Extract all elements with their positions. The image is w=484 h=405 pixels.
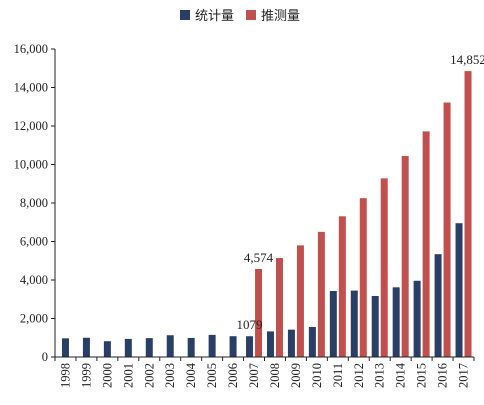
x-tick-label: 2015 xyxy=(415,363,429,388)
legend-swatch-estimate xyxy=(246,10,256,20)
bar-statistics-2017 xyxy=(455,223,463,357)
bar-statistics-2014 xyxy=(392,287,400,357)
x-axis: 1998 1999 2000 2001 2002 2003 2004 2005 2006 2007… xyxy=(54,356,475,388)
bar-estimate-2015 xyxy=(422,131,430,357)
legend-label-statistics: 统计量 xyxy=(195,9,234,24)
bar-statistics-2009 xyxy=(287,329,295,357)
x-tick-label: 2009 xyxy=(289,363,303,388)
legend-label-estimate: 推测量 xyxy=(261,9,300,24)
bar-statistics-1999 xyxy=(82,337,90,357)
bar-statistics-2013 xyxy=(371,295,379,357)
x-tick-label: 2011 xyxy=(331,363,345,388)
bar-statistics-2004 xyxy=(187,337,195,357)
bar-statistics-2011 xyxy=(329,290,337,357)
x-tick-label: 1998 xyxy=(58,363,72,388)
x-tick-label: 2010 xyxy=(310,363,324,388)
y-axis: 0 2,000 4,000 6,000 8,000 10,000 12,000 14,000 1… xyxy=(14,42,56,364)
bars xyxy=(61,71,472,357)
y-tick-label: 14,000 xyxy=(14,81,48,95)
x-tick-label: 2000 xyxy=(100,363,114,388)
x-tick-label: 2017 xyxy=(457,363,471,388)
bar-estimate-2014 xyxy=(401,156,409,357)
bar-statistics-2003 xyxy=(166,335,174,357)
bar-estimate-2010 xyxy=(317,231,325,357)
bar-statistics-2000 xyxy=(103,341,111,357)
bar-statistics-2015 xyxy=(413,280,421,357)
x-tick-label: 2012 xyxy=(352,363,366,388)
x-tick-label: 2001 xyxy=(121,363,135,388)
x-tick-label: 2007 xyxy=(247,363,261,388)
x-tick-label: 2013 xyxy=(373,363,387,388)
bar-estimate-2011 xyxy=(338,216,346,357)
bar-estimate-2013 xyxy=(380,178,388,357)
bar-estimate-2008 xyxy=(275,258,283,357)
data-label: 4,574 xyxy=(244,250,274,265)
y-tick-label: 12,000 xyxy=(14,119,48,133)
y-tick-label: 4,000 xyxy=(20,273,48,287)
bar-statistics-2007 xyxy=(246,336,254,357)
x-tick-label: 2008 xyxy=(268,363,282,388)
x-tick-label: 2003 xyxy=(163,363,177,388)
data-label: 1079 xyxy=(237,317,263,332)
bar-statistics-1998 xyxy=(61,338,69,357)
annotations: 1079 4,574 14,852 xyxy=(237,52,484,332)
legend: 统计量 推测量 xyxy=(180,9,300,24)
data-label: 14,852 xyxy=(450,52,484,67)
y-tick-label: 0 xyxy=(42,350,48,364)
x-tick-label: 2005 xyxy=(205,363,219,388)
bar-estimate-2017 xyxy=(464,71,472,357)
legend-swatch-statistics xyxy=(180,10,190,20)
bar-statistics-2006 xyxy=(229,336,237,357)
bar-statistics-2016 xyxy=(434,254,442,357)
x-tick-label: 2016 xyxy=(436,363,450,388)
bar-statistics-2010 xyxy=(308,326,316,357)
y-tick-label: 6,000 xyxy=(20,235,48,249)
x-tick-label: 2004 xyxy=(184,362,198,388)
x-tick-label: 2002 xyxy=(142,363,156,388)
bar-estimate-2007 xyxy=(255,268,263,357)
y-tick-label: 16,000 xyxy=(14,42,48,56)
bar-estimate-2012 xyxy=(359,198,367,357)
y-tick-label: 2,000 xyxy=(20,312,48,326)
y-tick-label: 10,000 xyxy=(14,158,48,172)
bar-statistics-2002 xyxy=(145,338,153,357)
bar-statistics-2008 xyxy=(266,331,274,357)
bar-statistics-2012 xyxy=(350,290,358,357)
x-tick-label: 2006 xyxy=(226,363,240,388)
bar-estimate-2016 xyxy=(443,102,451,357)
y-tick-label: 8,000 xyxy=(20,196,48,210)
bar-statistics-2005 xyxy=(208,334,216,357)
x-tick-label: 1999 xyxy=(79,363,93,388)
bar-statistics-2001 xyxy=(124,338,132,357)
bar-estimate-2009 xyxy=(296,245,304,357)
x-tick-label: 2014 xyxy=(394,362,408,388)
